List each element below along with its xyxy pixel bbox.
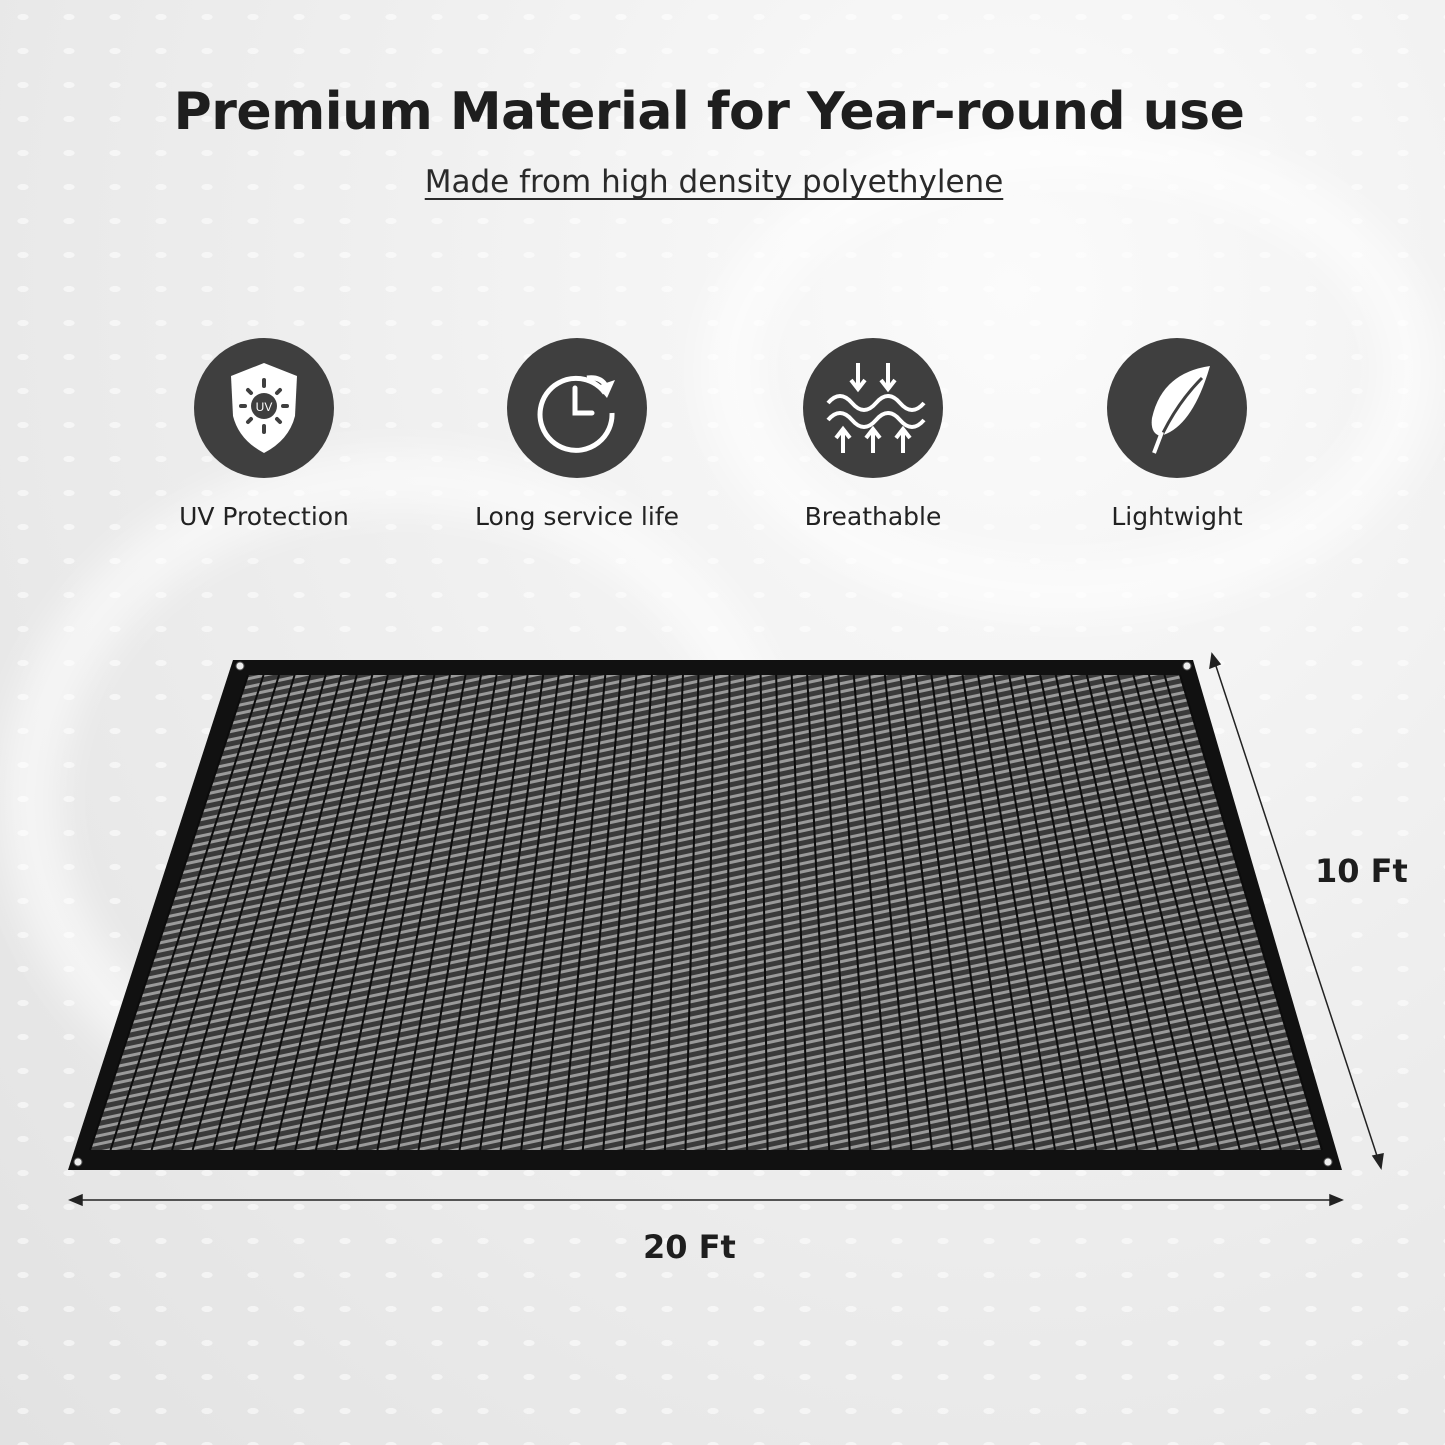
net-rib <box>335 674 436 1151</box>
net-rib <box>790 674 810 1151</box>
feature-breathable: Breathable <box>723 338 1023 531</box>
net-rib <box>663 674 684 1151</box>
net-rib <box>520 674 576 1151</box>
net-rib <box>602 674 638 1151</box>
net-rib <box>930 674 995 1151</box>
net-rib <box>1163 674 1303 1151</box>
net-rib <box>150 674 296 1151</box>
net-rib <box>581 674 622 1151</box>
height-dimension-line <box>1212 656 1381 1166</box>
grommet <box>1323 1157 1333 1167</box>
clock-refresh-icon <box>507 338 647 478</box>
net-rib <box>191 674 327 1151</box>
net-rib <box>899 674 954 1151</box>
grommet <box>235 661 245 671</box>
net-rib <box>314 674 420 1151</box>
feature-label: Long service life <box>474 502 680 531</box>
net-rib <box>479 674 545 1151</box>
grommet <box>1182 661 1192 671</box>
net-rib <box>1132 674 1262 1151</box>
feature-long-service-life: Long service life <box>427 338 727 531</box>
net-rib <box>837 674 872 1151</box>
feather-icon <box>1107 338 1247 478</box>
uv-text: UV <box>256 400 273 414</box>
feature-label: Lightwight <box>1111 502 1243 531</box>
uv-shield-icon: UV <box>194 338 334 478</box>
net-rib <box>992 674 1077 1151</box>
net-rib <box>171 674 312 1151</box>
net-rib <box>1179 674 1323 1151</box>
net-rib <box>622 674 653 1151</box>
feature-uv-protection: UV UV Protection <box>114 338 414 531</box>
net-rib <box>775 674 790 1151</box>
net-rib <box>397 674 482 1151</box>
net-rib <box>232 674 358 1151</box>
grommet <box>73 1157 83 1167</box>
net-rib <box>744 674 749 1151</box>
net-rib <box>1023 674 1118 1151</box>
net-rib <box>212 674 343 1151</box>
net-rib <box>417 674 498 1151</box>
net-rib <box>273 674 389 1151</box>
net-rib <box>253 674 374 1151</box>
width-label: 20 Ft <box>643 1228 736 1266</box>
net-rib <box>499 674 560 1151</box>
net-rib <box>109 674 265 1151</box>
height-label: 10 Ft <box>1315 852 1408 890</box>
net-rib <box>294 674 405 1151</box>
net-rib <box>868 674 913 1151</box>
net-rib <box>1085 674 1200 1151</box>
net-rib <box>438 674 514 1151</box>
net-rib <box>1008 674 1098 1151</box>
net-rib <box>759 674 769 1151</box>
feature-lightweight: Lightwight <box>1027 338 1327 531</box>
net-rib <box>643 674 669 1151</box>
net-rib <box>705 674 715 1151</box>
net-rib <box>977 674 1057 1151</box>
net-rib <box>821 674 851 1151</box>
net-rib <box>1116 674 1241 1151</box>
net-rib <box>1101 674 1221 1151</box>
net-rib <box>852 674 892 1151</box>
page-subtitle: Made from high density polyethylene <box>424 164 1004 200</box>
net-rib <box>1039 674 1139 1151</box>
net-rib <box>458 674 529 1151</box>
net-rib <box>946 674 1015 1151</box>
net-rib <box>883 674 933 1151</box>
net-rib <box>130 674 281 1151</box>
net-rib <box>725 674 731 1151</box>
net-rib <box>1070 674 1180 1151</box>
net-rib <box>561 674 607 1151</box>
net-rib <box>806 674 831 1151</box>
net-rib <box>355 674 451 1151</box>
net-rib <box>1147 674 1282 1151</box>
net-mesh <box>90 675 1322 1150</box>
net-rib <box>961 674 1036 1151</box>
net-rib <box>1054 674 1159 1151</box>
airflow-waves-icon <box>803 338 943 478</box>
net-rib <box>376 674 467 1151</box>
feature-label: UV Protection <box>179 502 349 531</box>
net-rib <box>914 674 974 1151</box>
feature-label: Breathable <box>804 502 942 531</box>
net-rib <box>684 674 700 1151</box>
net-rib <box>89 674 249 1151</box>
page-title: Premium Material for Year-round use <box>173 82 1245 142</box>
net-rib <box>540 674 591 1151</box>
